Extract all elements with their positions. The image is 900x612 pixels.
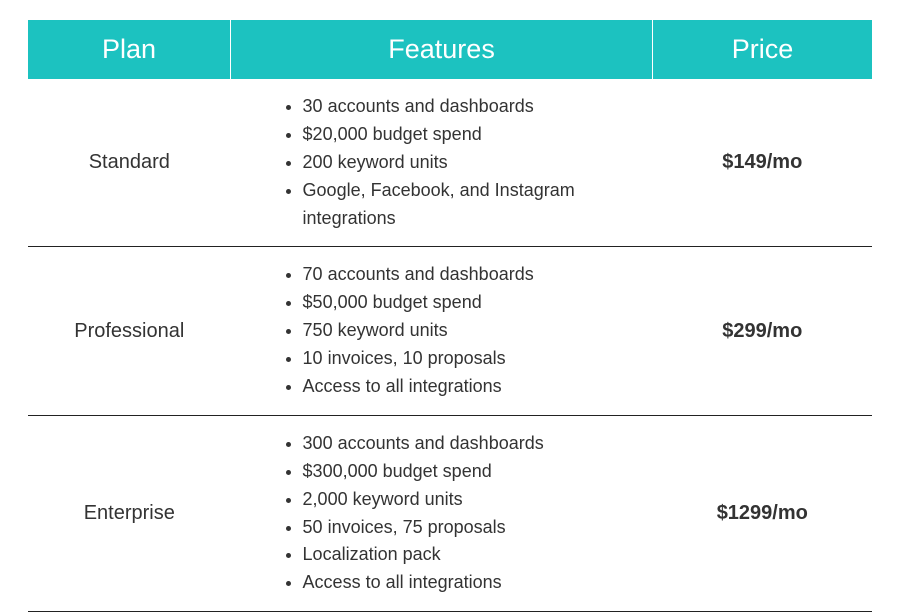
feature-item: 300 accounts and dashboards xyxy=(303,430,633,458)
feature-item: 200 keyword units xyxy=(303,149,633,177)
plan-price: $1299/mo xyxy=(653,415,872,611)
plan-name: Standard xyxy=(28,79,231,247)
plan-features: 300 accounts and dashboards $300,000 bud… xyxy=(231,415,653,611)
feature-item: 30 accounts and dashboards xyxy=(303,93,633,121)
pricing-table: Plan Features Price Standard 30 accounts… xyxy=(28,20,872,612)
feature-item: Access to all integrations xyxy=(303,569,633,597)
feature-item: $20,000 budget spend xyxy=(303,121,633,149)
table-row: Professional 70 accounts and dashboards … xyxy=(28,247,872,415)
feature-item: Localization pack xyxy=(303,541,633,569)
feature-item: 10 invoices, 10 proposals xyxy=(303,345,633,373)
table-row: Standard 30 accounts and dashboards $20,… xyxy=(28,79,872,247)
feature-item: Access to all integrations xyxy=(303,373,633,401)
plan-features: 30 accounts and dashboards $20,000 budge… xyxy=(231,79,653,247)
header-plan: Plan xyxy=(28,20,231,79)
plan-price: $149/mo xyxy=(653,79,872,247)
plan-name: Enterprise xyxy=(28,415,231,611)
plan-name: Professional xyxy=(28,247,231,415)
feature-item: 70 accounts and dashboards xyxy=(303,261,633,289)
table-row: Enterprise 300 accounts and dashboards $… xyxy=(28,415,872,611)
feature-item: 2,000 keyword units xyxy=(303,486,633,514)
plan-features: 70 accounts and dashboards $50,000 budge… xyxy=(231,247,653,415)
feature-item: 50 invoices, 75 proposals xyxy=(303,514,633,542)
header-price: Price xyxy=(653,20,872,79)
feature-item: $300,000 budget spend xyxy=(303,458,633,486)
feature-item: Google, Facebook, and Instagram integrat… xyxy=(303,177,633,233)
feature-item: $50,000 budget spend xyxy=(303,289,633,317)
feature-item: 750 keyword units xyxy=(303,317,633,345)
header-features: Features xyxy=(231,20,653,79)
table-header-row: Plan Features Price xyxy=(28,20,872,79)
plan-price: $299/mo xyxy=(653,247,872,415)
